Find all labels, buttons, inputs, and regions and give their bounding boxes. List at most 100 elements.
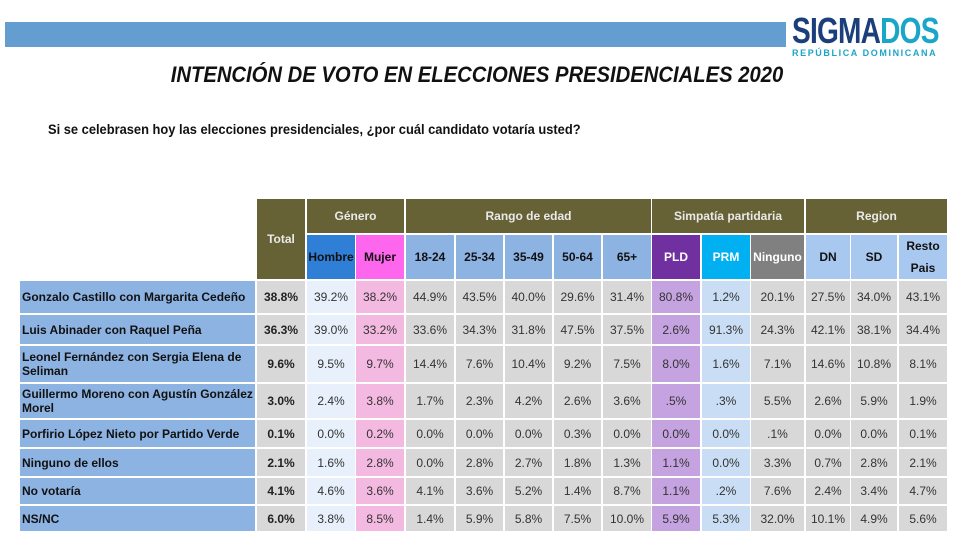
table-cell: 0.0% bbox=[652, 420, 700, 447]
table-cell: 4.2% bbox=[505, 384, 552, 418]
table-cell: 0.0% bbox=[702, 420, 750, 447]
group-header: Region bbox=[806, 199, 947, 233]
table-cell: 44.9% bbox=[406, 281, 454, 313]
table-cell: 1.1% bbox=[652, 449, 700, 476]
total-value: 2.1% bbox=[257, 449, 305, 476]
table-cell: .5% bbox=[652, 384, 700, 418]
table-cell: 14.6% bbox=[806, 346, 850, 382]
table-cell: 7.6% bbox=[456, 346, 503, 382]
table-cell: 0.0% bbox=[603, 420, 651, 447]
group-header: Género bbox=[307, 199, 404, 233]
table-cell: 31.4% bbox=[603, 281, 651, 313]
table-cell: 2.1% bbox=[899, 449, 947, 476]
table-cell: 8.0% bbox=[652, 346, 700, 382]
row-label: Luis Abinader con Raquel Peña bbox=[20, 315, 255, 344]
total-value: 3.0% bbox=[257, 384, 305, 418]
table-cell: 3.6% bbox=[356, 478, 404, 504]
table-cell: 0.0% bbox=[505, 420, 552, 447]
table-cell: 2.6% bbox=[806, 384, 850, 418]
table-cell: 0.2% bbox=[356, 420, 404, 447]
table-cell: 27.5% bbox=[806, 281, 850, 313]
row-label: Leonel Fernández con Sergia Elena de Sel… bbox=[20, 346, 255, 382]
table-cell: 8.7% bbox=[603, 478, 651, 504]
table-cell: 40.0% bbox=[505, 281, 552, 313]
logo-part-1: SIGMA bbox=[792, 10, 881, 51]
table-cell: 9.2% bbox=[554, 346, 601, 382]
table-cell: 7.5% bbox=[554, 506, 601, 531]
column-header: Hombre bbox=[307, 235, 355, 279]
table-cell: 0.1% bbox=[899, 420, 947, 447]
table-cell: 5.8% bbox=[505, 506, 552, 531]
total-value: 36.3% bbox=[257, 315, 305, 344]
table-cell: 8.1% bbox=[899, 346, 947, 382]
table-cell: 5.9% bbox=[456, 506, 503, 531]
table-cell: 24.3% bbox=[751, 315, 804, 344]
table-cell: 0.7% bbox=[806, 449, 850, 476]
table-cell: 9.5% bbox=[307, 346, 355, 382]
column-header: PLD bbox=[652, 235, 700, 279]
table-cell: 43.1% bbox=[899, 281, 947, 313]
row-label: Gonzalo Castillo con Margarita Cedeño bbox=[20, 281, 255, 313]
table-cell: 4.1% bbox=[406, 478, 454, 504]
table-cell: 38.2% bbox=[356, 281, 404, 313]
table-cell: 5.3% bbox=[702, 506, 750, 531]
table-cell: 39.2% bbox=[307, 281, 355, 313]
table-cell: 10.4% bbox=[505, 346, 552, 382]
table-cell: 1.3% bbox=[603, 449, 651, 476]
table-cell: 9.7% bbox=[356, 346, 404, 382]
table-cell: 0.0% bbox=[806, 420, 850, 447]
table-cell: 5.9% bbox=[851, 384, 897, 418]
row-label: NS/NC bbox=[20, 506, 255, 531]
total-value: 9.6% bbox=[257, 346, 305, 382]
column-header: Mujer bbox=[356, 235, 404, 279]
table-cell: 1.6% bbox=[702, 346, 750, 382]
table-cell: 1.8% bbox=[554, 449, 601, 476]
table-cell: 80.8% bbox=[652, 281, 700, 313]
table-cell: 3.8% bbox=[307, 506, 355, 531]
table-cell: 2.8% bbox=[456, 449, 503, 476]
table-cell: 5.6% bbox=[899, 506, 947, 531]
table-cell: 34.0% bbox=[851, 281, 897, 313]
table-cell: 42.1% bbox=[806, 315, 850, 344]
logo-part-2: DOS bbox=[880, 10, 939, 51]
table-cell: 10.0% bbox=[603, 506, 651, 531]
table-cell: 2.6% bbox=[652, 315, 700, 344]
total-value: 4.1% bbox=[257, 478, 305, 504]
column-header: SD bbox=[851, 235, 897, 279]
table-cell: 10.1% bbox=[806, 506, 850, 531]
table-cell: 37.5% bbox=[603, 315, 651, 344]
table-cell: 5.2% bbox=[505, 478, 552, 504]
group-header: Rango de edad bbox=[406, 199, 651, 233]
table-cell: 33.2% bbox=[356, 315, 404, 344]
table-cell: 8.5% bbox=[356, 506, 404, 531]
table-cell: 47.5% bbox=[554, 315, 601, 344]
table-cell: 1.2% bbox=[702, 281, 750, 313]
table-cell: .3% bbox=[702, 384, 750, 418]
table-cell: 0.0% bbox=[406, 449, 454, 476]
table-cell: 2.3% bbox=[456, 384, 503, 418]
table-cell: 0.0% bbox=[406, 420, 454, 447]
table-cell: 2.7% bbox=[505, 449, 552, 476]
header-bar bbox=[5, 22, 786, 47]
row-label: Guillermo Moreno con Agustín González Mo… bbox=[20, 384, 255, 418]
row-label: No votaría bbox=[20, 478, 255, 504]
row-label: Ninguno de ellos bbox=[20, 449, 255, 476]
table-cell: 31.8% bbox=[505, 315, 552, 344]
table-cell: 7.1% bbox=[751, 346, 804, 382]
table-cell: 0.0% bbox=[456, 420, 503, 447]
column-header: 50-64 bbox=[554, 235, 601, 279]
table-cell: 4.7% bbox=[899, 478, 947, 504]
table-cell: 4.9% bbox=[851, 506, 897, 531]
table-cell: 33.6% bbox=[406, 315, 454, 344]
table-cell: 5.9% bbox=[652, 506, 700, 531]
total-value: 0.1% bbox=[257, 420, 305, 447]
table-cell: 1.4% bbox=[406, 506, 454, 531]
table-cell: 91.3% bbox=[702, 315, 750, 344]
table-cell: 34.4% bbox=[899, 315, 947, 344]
column-header: DN bbox=[806, 235, 850, 279]
total-value: 6.0% bbox=[257, 506, 305, 531]
logo-subtitle: REPÚBLICA DOMINICANA bbox=[792, 48, 938, 58]
table-cell: 38.1% bbox=[851, 315, 897, 344]
table-cell: 5.5% bbox=[751, 384, 804, 418]
table-cell: 1.6% bbox=[307, 449, 355, 476]
